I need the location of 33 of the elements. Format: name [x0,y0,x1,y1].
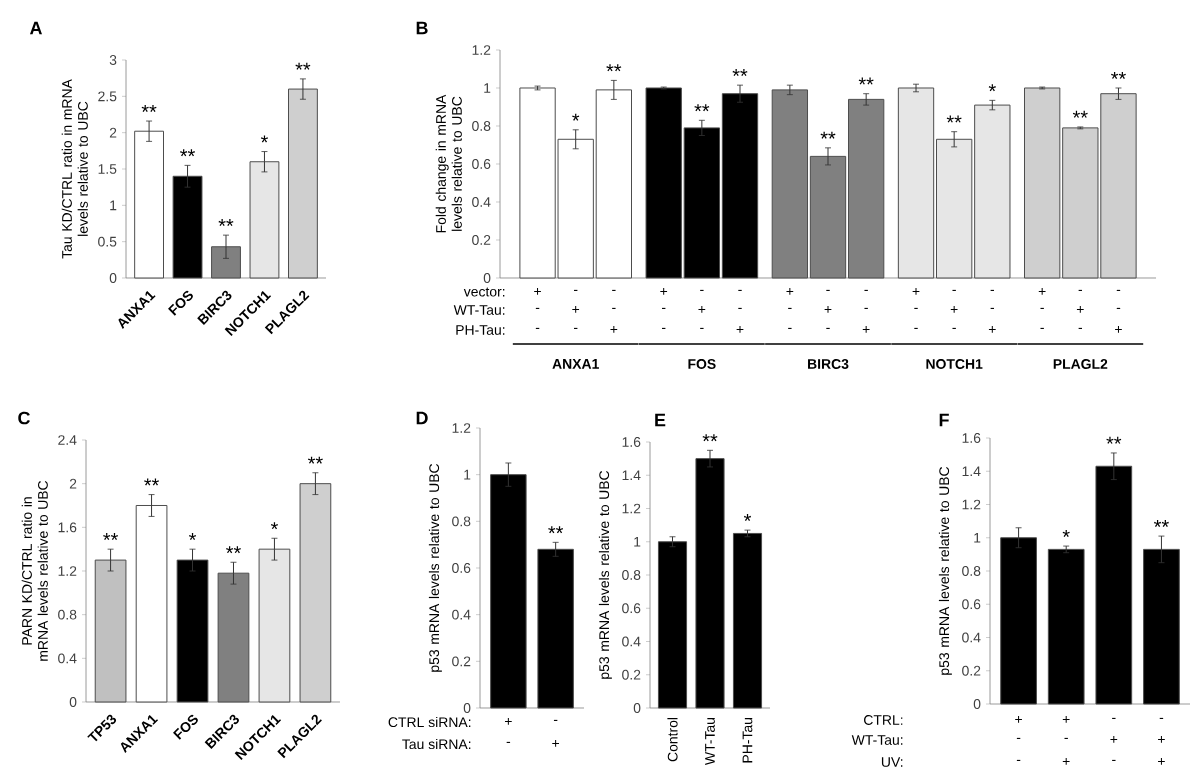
data-label: ** [732,69,748,77]
data-label: * [988,84,996,92]
chart-title: D [416,411,428,425]
data-label: ** [103,533,119,541]
data-label: ** [606,64,622,72]
chart-title: B [416,21,428,35]
data-label: ** [820,131,836,139]
chart-title: F [939,413,949,427]
chart-title: E [655,413,666,427]
data-label: ** [1111,71,1126,79]
data-label: ** [144,478,159,486]
data-label: * [572,113,580,121]
data-label: ** [226,546,241,554]
chart-title: C [18,411,30,425]
data-label: ** [218,219,234,227]
data-label: ** [1072,110,1088,118]
data-label: * [743,513,752,521]
data-label: ** [180,149,195,157]
data-label: ** [702,434,718,442]
data-label: ** [1106,436,1122,444]
data-label: * [270,522,279,530]
data-label: ** [694,104,710,112]
data-label: * [260,135,269,143]
data-label: * [188,533,197,541]
data-label: ** [858,77,874,85]
data-label: ** [548,526,564,534]
data-label: ** [946,115,962,123]
data-label: ** [307,456,323,464]
chart-title: A [29,21,42,35]
data-label: ** [141,104,157,112]
data-label: ** [1154,519,1169,527]
data-label: * [1062,529,1070,537]
data-label: ** [295,62,311,70]
